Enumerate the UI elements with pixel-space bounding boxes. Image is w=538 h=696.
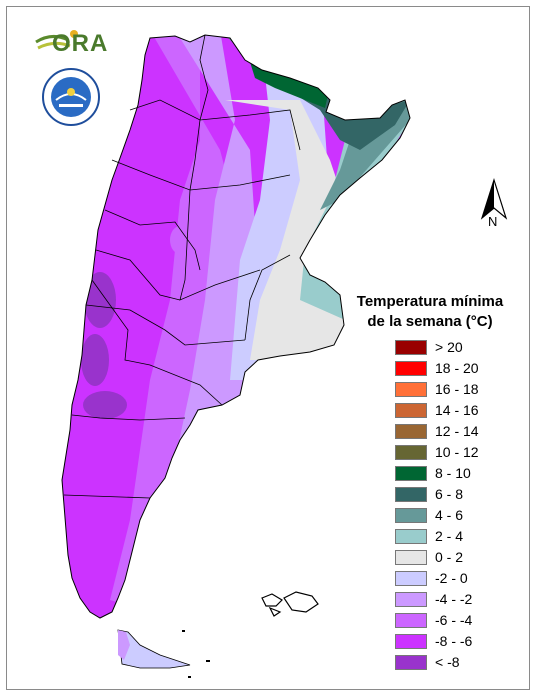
legend-item: 4 - 6: [395, 506, 535, 526]
legend-swatch: [395, 487, 427, 502]
province-borders: [63, 34, 301, 499]
legend-label: > 20: [435, 339, 463, 355]
legend-swatch: [395, 655, 427, 670]
legend-label: 8 - 10: [435, 465, 471, 481]
legend-item: -2 - 0: [395, 569, 535, 589]
legend-label: < -8: [435, 654, 460, 670]
north-arrow-icon: [480, 178, 508, 220]
legend-label: -6 - -4: [435, 612, 473, 628]
legend-item: > 20: [395, 338, 535, 358]
legend-label: 0 - 2: [435, 549, 464, 565]
legend-label: 12 - 14: [435, 423, 479, 439]
legend-swatch: [395, 445, 427, 460]
legend-label: 2 - 4: [435, 528, 464, 544]
legend-item: < -8: [395, 653, 535, 673]
legend-item: 6 - 8: [395, 485, 535, 505]
zone-below-minus8-neuquen: [81, 334, 109, 386]
legend-swatch: [395, 592, 427, 607]
legend-swatch: [395, 424, 427, 439]
legend-item: 2 - 4: [395, 527, 535, 547]
country-outline: [61, 34, 411, 619]
legend-swatch: [395, 613, 427, 628]
malvinas-islands: [261, 591, 319, 617]
legend-swatch: [395, 361, 427, 376]
zone-4-6: [220, 35, 410, 210]
legend-label: 10 - 12: [435, 444, 479, 460]
legend-title: Temperatura mínima de la semana (°C): [330, 292, 530, 332]
north-label: N: [488, 214, 498, 229]
legend-label: -2 - 0: [435, 570, 468, 586]
zone-cold-pocket: [170, 226, 190, 254]
legend-title-line2: de la semana (°C): [367, 313, 493, 330]
legend-swatch: [395, 571, 427, 586]
tierra-del-fuego: [117, 629, 191, 669]
legend-item: -4 - -2: [395, 590, 535, 610]
zone-below-minus8-cuyo: [84, 272, 116, 328]
small-islands: [182, 630, 210, 678]
legend-swatch: [395, 403, 427, 418]
legend-label: 6 - 8: [435, 486, 464, 502]
smn-seal-icon: [42, 68, 100, 126]
legend-item: 14 - 16: [395, 401, 535, 421]
legend-label: -4 - -2: [435, 591, 473, 607]
legend-swatch: [395, 634, 427, 649]
legend-item: -8 - -6: [395, 632, 535, 652]
legend-swatch: [395, 508, 427, 523]
ora-logo-icon: [35, 30, 78, 50]
zone-8-10: [250, 62, 328, 108]
legend-swatch: [395, 550, 427, 565]
legend-label: 18 - 20: [435, 360, 479, 376]
legend-item: 18 - 20: [395, 359, 535, 379]
ora-logo-text: ORA: [52, 30, 109, 57]
legend-item: 0 - 2: [395, 548, 535, 568]
tierra-del-fuego-west: [118, 630, 130, 660]
legend-label: -8 - -6: [435, 633, 473, 649]
legend-title-line1: Temperatura mínima: [356, 293, 504, 310]
legend-label: 16 - 18: [435, 381, 479, 397]
legend-swatch: [395, 382, 427, 397]
legend-label: 14 - 16: [435, 402, 479, 418]
legend-item: 12 - 14: [395, 422, 535, 442]
legend-swatch: [395, 340, 427, 355]
legend-item: 16 - 18: [395, 380, 535, 400]
legend-swatch: [395, 529, 427, 544]
zone-below-minus8-chubut: [83, 391, 127, 419]
legend-item: 10 - 12: [395, 443, 535, 463]
legend-swatch: [395, 466, 427, 481]
legend-label: 4 - 6: [435, 507, 464, 523]
legend-item: -6 - -4: [395, 611, 535, 631]
legend-item: 8 - 10: [395, 464, 535, 484]
